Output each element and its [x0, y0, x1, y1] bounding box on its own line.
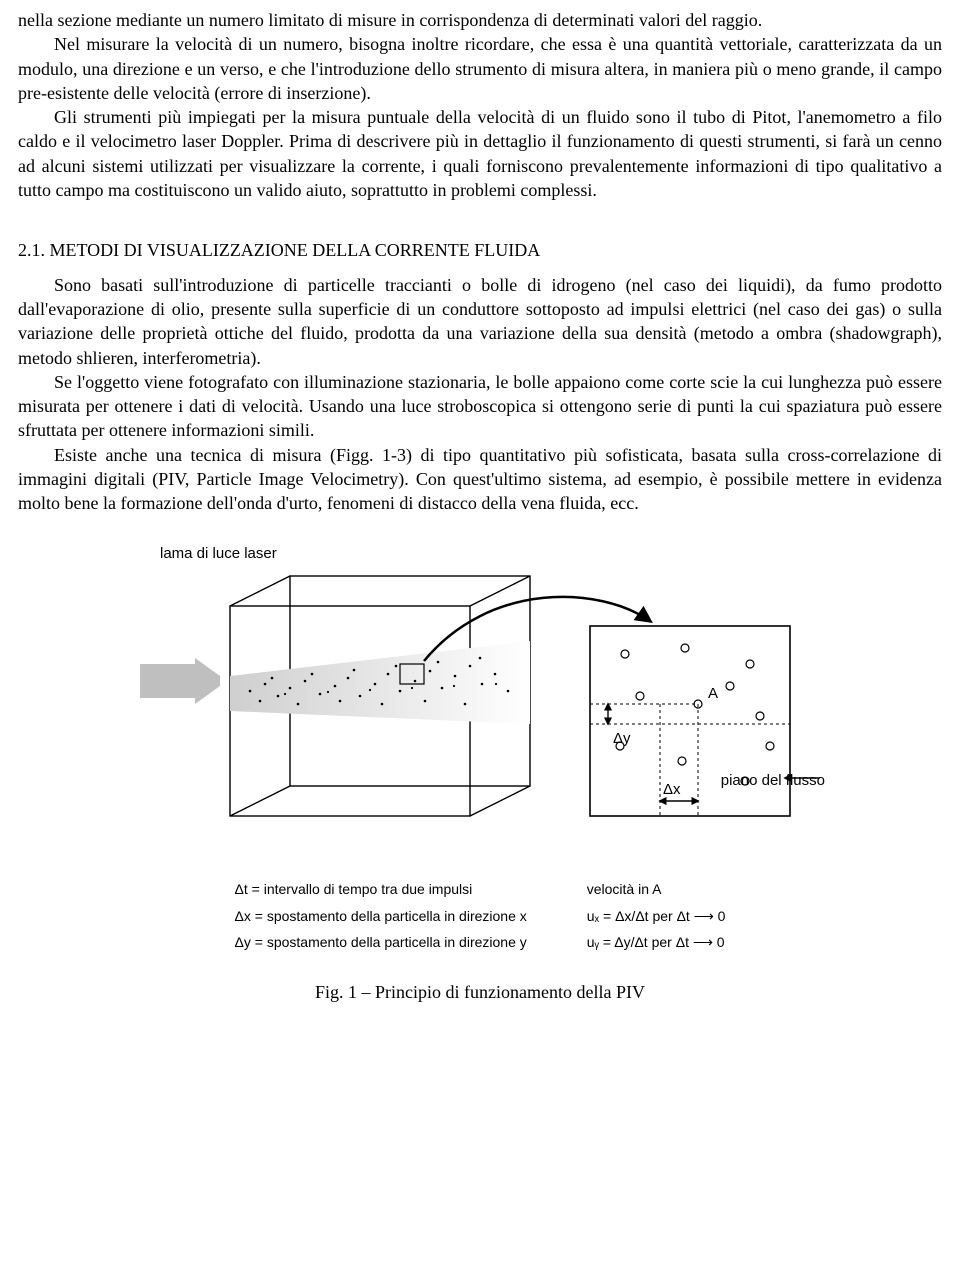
legend-dx: Δx = spostamento della particella in dir… — [235, 908, 527, 924]
legend-right: velocità in A uₓ = Δx/Δt per Δt ⟶ 0 uᵧ =… — [587, 876, 726, 956]
figure-1: lama di luce laser piano del flusso — [18, 546, 942, 1004]
paragraph-4: Sono basati sull'introduzione di partice… — [18, 273, 942, 370]
legend-ux: uₓ = Δx/Δt per Δt ⟶ 0 — [587, 908, 726, 924]
legend-dt: Δt = intervallo di tempo tra due impulsi — [235, 881, 473, 897]
paragraph-3: Gli strumenti più impiegati per la misur… — [18, 105, 942, 202]
paragraph-2: Nel misurare la velocità di un numero, b… — [18, 32, 942, 105]
legend-dy: Δy = spostamento della particella in dir… — [235, 934, 527, 950]
label-A-svg: A — [708, 685, 718, 702]
paragraph-5: Se l'oggetto viene fotografato con illum… — [18, 370, 942, 443]
label-piano: piano del flusso — [721, 771, 825, 791]
piv-diagram: lama di luce laser piano del flusso — [130, 546, 830, 856]
label-laser: lama di luce laser — [160, 544, 277, 564]
piv-svg: A Δy Δx — [130, 546, 830, 856]
figure-legend: Δt = intervallo di tempo tra due impulsi… — [18, 876, 942, 956]
figure-caption: Fig. 1 – Principio di funzionamento dell… — [18, 980, 942, 1004]
paragraph-1: nella sezione mediante un numero limitat… — [18, 8, 942, 32]
label-dx-svg: Δx — [663, 781, 681, 798]
legend-left: Δt = intervallo di tempo tra due impulsi… — [235, 876, 527, 956]
legend-vel-title: velocità in A — [587, 881, 662, 897]
paragraph-6: Esiste anche una tecnica di misura (Figg… — [18, 443, 942, 516]
section-title: 2.1. METODI DI VISUALIZZAZIONE DELLA COR… — [18, 238, 942, 262]
label-dy-svg: Δy — [613, 730, 631, 747]
legend-uy: uᵧ = Δy/Δt per Δt ⟶ 0 — [587, 934, 725, 950]
